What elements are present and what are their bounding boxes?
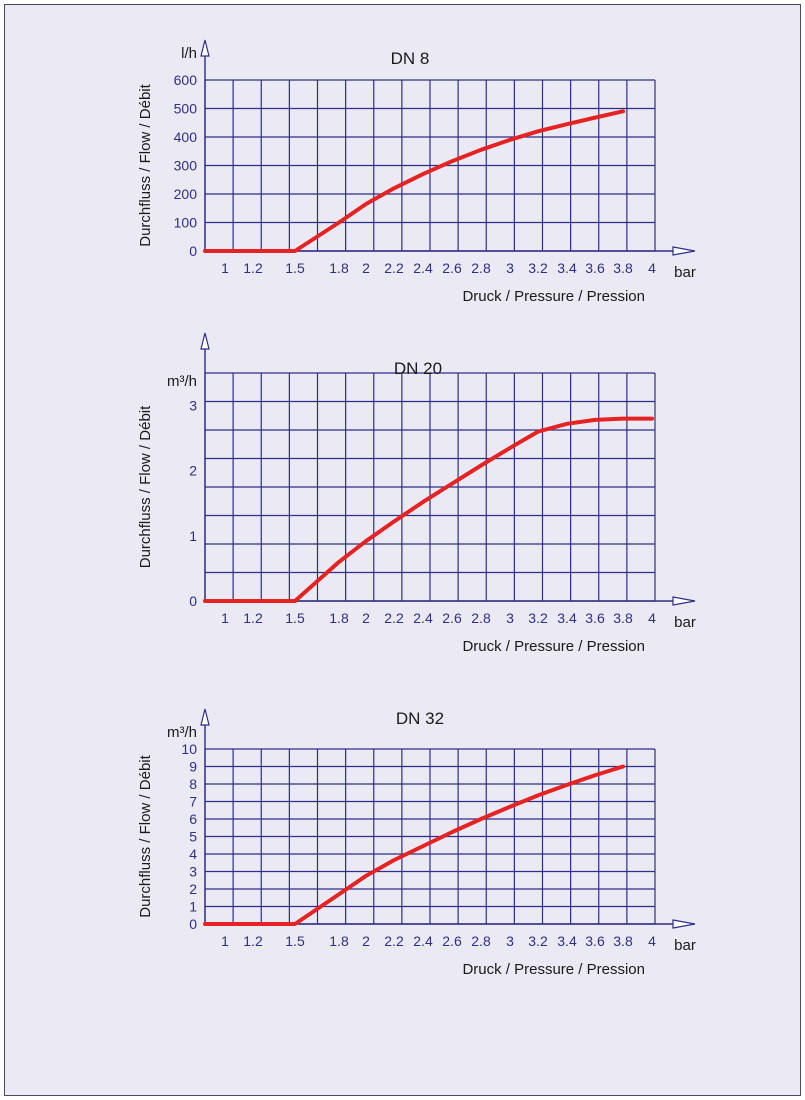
- flow-curve: [203, 764, 625, 926]
- x-tick-label: 3: [506, 610, 514, 626]
- x-tick-label: 2.6: [442, 933, 462, 949]
- x-axis-label: Druck / Pressure / Pression: [462, 961, 645, 978]
- x-tick-label: 1.5: [285, 260, 305, 276]
- y-tick-label: 2: [189, 463, 197, 479]
- x-tick-label: 3.6: [585, 260, 605, 276]
- y-axis-label: Durchfluss / Flow / Débit: [137, 405, 154, 568]
- x-axis-arrow: [672, 919, 696, 929]
- x-tick-label: 4: [648, 610, 656, 626]
- flow-curve: [203, 416, 654, 603]
- y-tick-label: 500: [174, 101, 198, 117]
- y-tick-label: 100: [174, 215, 198, 231]
- x-tick-label: 2.2: [384, 610, 404, 626]
- x-tick-label: 3.6: [585, 933, 605, 949]
- chart-title: DN 8: [391, 49, 430, 68]
- x-tick-label: 1.8: [329, 260, 349, 276]
- y-axis-label: Durchfluss / Flow / Débit: [137, 754, 154, 917]
- x-tick-label: 2: [362, 933, 370, 949]
- y-axis-arrow: [200, 708, 210, 726]
- y-unit-label: l/h: [181, 45, 197, 62]
- y-tick-label: 4: [189, 846, 197, 862]
- x-tick-label: 3.8: [613, 610, 633, 626]
- x-unit-label: bar: [674, 264, 696, 281]
- x-tick-label: 4: [648, 260, 656, 276]
- x-tick-label: 2.2: [384, 933, 404, 949]
- x-tick-label: 1: [221, 610, 229, 626]
- y-tick-label: 6: [189, 811, 197, 827]
- x-tick-label: 3.4: [557, 260, 577, 276]
- x-axis-arrow: [672, 596, 696, 606]
- y-tick-label: 8: [189, 776, 197, 792]
- x-tick-label: 2.8: [471, 610, 491, 626]
- y-tick-label: 9: [189, 759, 197, 775]
- x-tick-label: 2: [362, 260, 370, 276]
- x-tick-label: 1.2: [243, 933, 263, 949]
- x-tick-label: 3.8: [613, 933, 633, 949]
- chart-1: 0 1 2 3 1 1.2 1.5 1.8 2 2.2 2.4 2.6 2.8 3 3.2 3.4 3.6 3.8…: [137, 332, 696, 655]
- y-tick-label: 7: [189, 794, 197, 810]
- x-unit-label: bar: [674, 614, 696, 631]
- y-tick-label: 1: [189, 528, 197, 544]
- x-tick-label: 1.5: [285, 933, 305, 949]
- x-tick-label: 2.4: [413, 610, 433, 626]
- x-tick-label: 3.2: [528, 933, 548, 949]
- y-axis-arrow: [200, 39, 210, 57]
- x-tick-label: 3.4: [557, 933, 577, 949]
- x-tick-label: 2.6: [442, 610, 462, 626]
- x-axis-arrow: [672, 246, 696, 256]
- x-tick-label: 2: [362, 610, 370, 626]
- y-tick-label: 2: [189, 881, 197, 897]
- x-tick-label: 2.4: [413, 933, 433, 949]
- y-tick-label: 3: [189, 864, 197, 880]
- x-tick-label: 3.8: [613, 260, 633, 276]
- chart-title: DN 20: [394, 359, 442, 378]
- y-axis-label: Durchfluss / Flow / Débit: [137, 83, 154, 246]
- x-tick-label: 4: [648, 933, 656, 949]
- x-unit-label: bar: [674, 937, 696, 954]
- chart-0: 0 100 200 300 400 500 600 1 1.2 1.5 1.8 2 2.2 2.4 2.6 2…: [137, 39, 696, 305]
- y-tick-label: 0: [189, 593, 197, 609]
- x-tick-label: 2.8: [471, 933, 491, 949]
- x-tick-label: 3: [506, 933, 514, 949]
- y-tick-label: 0: [189, 243, 197, 259]
- x-tick-label: 2.6: [442, 260, 462, 276]
- x-tick-label: 2.4: [413, 260, 433, 276]
- x-tick-label: 1: [221, 260, 229, 276]
- x-tick-label: 3.6: [585, 610, 605, 626]
- x-tick-label: 3.2: [528, 260, 548, 276]
- y-tick-label: 400: [174, 129, 198, 145]
- y-tick-label: 300: [174, 158, 198, 174]
- y-tick-label: 3: [189, 398, 197, 414]
- y-tick-label: 600: [174, 72, 198, 88]
- x-tick-label: 3.2: [528, 610, 548, 626]
- x-axis-label: Druck / Pressure / Pression: [462, 288, 645, 305]
- x-tick-label: 3.4: [557, 610, 577, 626]
- x-tick-label: 1.5: [285, 610, 305, 626]
- flow-curve: [203, 109, 625, 253]
- y-tick-label: 5: [189, 829, 197, 845]
- y-tick-label: 1: [189, 899, 197, 915]
- y-tick-label: 0: [189, 916, 197, 932]
- x-tick-label: 1: [221, 933, 229, 949]
- x-tick-label: 1.2: [243, 610, 263, 626]
- y-axis-arrow: [200, 332, 210, 350]
- y-tick-label: 10: [181, 741, 197, 757]
- y-unit-label: m³/h: [167, 724, 197, 741]
- y-tick-label: 200: [174, 186, 198, 202]
- x-tick-label: 2.2: [384, 260, 404, 276]
- x-tick-label: 1.2: [243, 260, 263, 276]
- y-unit-label: m³/h: [167, 373, 197, 390]
- x-tick-label: 1.8: [329, 610, 349, 626]
- x-tick-label: 3: [506, 260, 514, 276]
- chart-title: DN 32: [396, 709, 444, 728]
- x-tick-label: 2.8: [471, 260, 491, 276]
- x-axis-label: Druck / Pressure / Pression: [462, 638, 645, 655]
- x-tick-label: 1.8: [329, 933, 349, 949]
